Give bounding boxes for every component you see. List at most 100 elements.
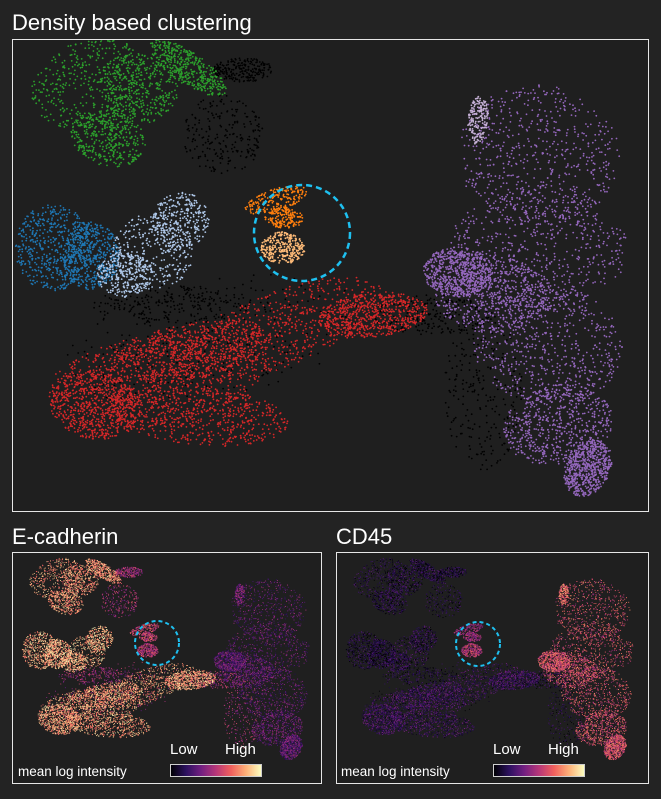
cluster-point bbox=[131, 79, 134, 81]
cluster-point bbox=[139, 236, 142, 239]
cluster-point bbox=[213, 298, 216, 301]
cluster-point bbox=[223, 300, 225, 303]
cluster-point bbox=[116, 71, 119, 74]
cluster-point bbox=[89, 149, 92, 152]
cluster-point bbox=[179, 278, 182, 281]
cluster-point bbox=[290, 204, 292, 207]
cluster-point bbox=[83, 70, 86, 72]
cluster-point bbox=[232, 76, 235, 79]
cluster-point bbox=[117, 302, 119, 305]
cluster-point bbox=[114, 286, 116, 288]
cluster-point bbox=[130, 308, 133, 310]
cluster-point bbox=[463, 329, 465, 331]
cluster-point bbox=[506, 339, 508, 341]
cluster-point bbox=[487, 400, 489, 402]
cluster-point bbox=[95, 242, 98, 244]
cluster-point bbox=[76, 217, 78, 220]
cluster-point bbox=[100, 301, 102, 304]
cluster-point bbox=[87, 156, 90, 159]
cluster-point bbox=[188, 54, 191, 57]
cluster-point bbox=[77, 276, 80, 279]
cluster-point bbox=[111, 115, 114, 118]
cluster-point bbox=[109, 60, 112, 63]
cluster-point bbox=[100, 240, 103, 242]
cluster-point bbox=[98, 71, 101, 74]
cluster-point bbox=[70, 72, 72, 75]
cluster-point bbox=[325, 333, 328, 336]
cluster-point bbox=[162, 342, 165, 345]
cluster-point bbox=[177, 47, 180, 50]
cluster-point bbox=[171, 90, 173, 93]
cluster-point bbox=[219, 297, 222, 299]
cluster-point bbox=[496, 388, 499, 391]
cluster-point bbox=[62, 287, 65, 290]
cluster-point bbox=[162, 227, 164, 230]
cluster-point bbox=[51, 219, 53, 221]
cluster-point bbox=[130, 75, 133, 78]
cluster-point bbox=[78, 285, 81, 287]
cluster-point bbox=[67, 253, 70, 256]
cluster-point bbox=[290, 366, 293, 369]
cluster-point bbox=[251, 76, 254, 79]
cluster-point bbox=[152, 226, 155, 228]
cluster-point bbox=[78, 269, 81, 271]
cluster-point bbox=[85, 226, 87, 228]
cluster-point bbox=[63, 224, 66, 227]
cluster-point bbox=[20, 257, 23, 259]
cluster-point bbox=[106, 76, 109, 79]
cluster-point bbox=[186, 128, 189, 131]
cluster-point bbox=[437, 326, 440, 328]
cluster-point bbox=[79, 275, 82, 278]
cluster-point bbox=[170, 293, 173, 296]
cluster-point bbox=[67, 240, 70, 243]
cluster-point bbox=[166, 57, 169, 60]
cluster-point bbox=[88, 118, 91, 120]
cluster-point bbox=[79, 221, 81, 224]
cluster-point bbox=[204, 227, 206, 229]
cluster-point bbox=[300, 197, 303, 199]
cluster-point bbox=[136, 67, 139, 70]
cluster-point bbox=[126, 276, 128, 278]
cluster-point bbox=[273, 345, 275, 348]
cluster-point bbox=[214, 137, 217, 140]
cluster-point bbox=[38, 81, 41, 83]
cluster-point bbox=[131, 219, 133, 222]
cluster-point bbox=[112, 63, 115, 66]
cluster-point bbox=[128, 90, 131, 93]
cluster-point bbox=[199, 57, 201, 60]
cluster-point bbox=[222, 387, 225, 390]
cluster-point bbox=[106, 268, 109, 270]
cluster-point bbox=[208, 303, 211, 306]
cluster-point bbox=[160, 231, 163, 234]
cluster-point bbox=[182, 63, 185, 66]
cluster-point bbox=[447, 406, 450, 409]
cluster-point bbox=[179, 77, 182, 79]
cluster-point bbox=[204, 85, 207, 87]
cluster-point bbox=[92, 50, 95, 52]
cluster-point bbox=[74, 78, 77, 81]
cluster-point bbox=[262, 73, 265, 76]
cluster-point bbox=[53, 88, 56, 90]
cluster-point bbox=[122, 257, 125, 260]
cluster-point bbox=[91, 44, 93, 46]
cluster-point bbox=[30, 253, 32, 256]
cluster-point bbox=[141, 138, 144, 141]
cluster-point bbox=[318, 295, 321, 298]
cluster-point bbox=[234, 313, 237, 316]
cluster-point bbox=[146, 278, 148, 280]
cluster-point bbox=[453, 418, 456, 420]
cluster-point bbox=[158, 225, 161, 228]
cluster-point bbox=[175, 205, 178, 208]
cluster-point bbox=[70, 131, 73, 134]
cluster-point bbox=[193, 194, 196, 197]
cluster-point bbox=[95, 278, 97, 281]
cluster-point bbox=[243, 123, 245, 125]
cluster-point bbox=[136, 251, 138, 254]
cluster-point bbox=[138, 84, 141, 87]
cluster-point bbox=[82, 153, 85, 155]
cluster-point bbox=[121, 295, 124, 297]
cluster-point bbox=[468, 369, 471, 371]
cluster-point bbox=[258, 135, 261, 137]
cluster-point bbox=[246, 148, 249, 151]
cluster-point bbox=[171, 74, 174, 77]
